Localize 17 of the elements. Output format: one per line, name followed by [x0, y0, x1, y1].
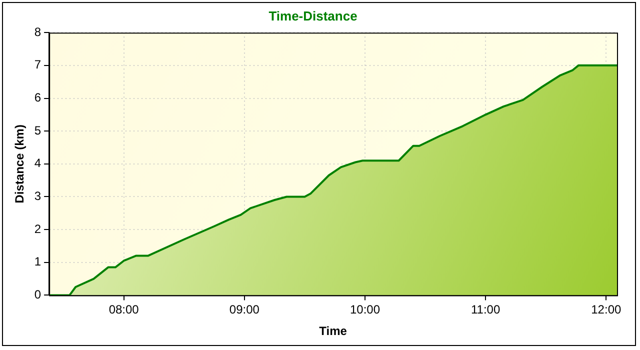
x-tick-label: 12:00 — [591, 302, 622, 317]
y-tick-label: 3 — [34, 189, 42, 204]
chart-title: Time-Distance — [268, 8, 358, 24]
y-tick-label: 7 — [34, 58, 42, 72]
x-tick-label: 08:00 — [108, 302, 140, 317]
y-tick-label: 1 — [34, 254, 42, 269]
x-axis-title: Time — [319, 324, 348, 338]
x-tick-label: 11:00 — [471, 302, 500, 317]
y-tick-label: 6 — [34, 90, 42, 105]
y-tick-label: 0 — [34, 288, 42, 302]
y-tick-label: 5 — [34, 123, 42, 138]
y-tick-label: 8 — [34, 24, 42, 39]
y-tick-label: 4 — [34, 156, 42, 170]
x-tick-label: 10:00 — [350, 302, 380, 317]
y-axis-title: Distance (km) — [12, 124, 27, 204]
x-tick-label: 09:00 — [229, 302, 260, 317]
y-tick-label: 2 — [34, 222, 42, 236]
